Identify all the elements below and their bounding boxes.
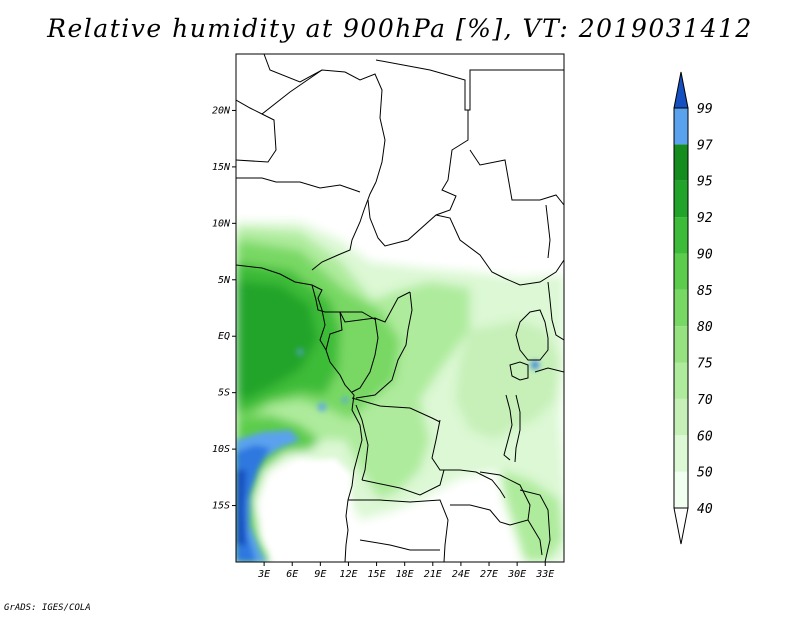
- lon-tick-label: 9E: [314, 569, 326, 580]
- chart-title: Relative humidity at 900hPa [%], VT: 201…: [47, 14, 753, 43]
- colorbar-label: 92: [697, 211, 713, 226]
- colorbar: 40 50 60 70 75 80 85 90 92 95 97 99: [673, 71, 713, 545]
- colorbar-segment: [674, 144, 688, 181]
- colorbar-segment: [674, 362, 688, 399]
- colorbar-segment: [674, 471, 688, 508]
- lon-tick-label: 33E: [535, 569, 554, 580]
- lat-tick-label: 5N: [218, 275, 231, 286]
- colorbar-above-triangle: [673, 71, 689, 109]
- colorbar-segment: [674, 108, 688, 145]
- colorbar-label: 40: [697, 502, 713, 517]
- colorbar-label: 50: [697, 466, 713, 481]
- lat-tick-label: 5S: [218, 388, 230, 399]
- lat-tick-label: EQ: [218, 331, 230, 342]
- country-borders: [236, 54, 564, 562]
- lat-tick-label: 20N: [212, 105, 231, 116]
- lon-tick-label: 12E: [339, 569, 357, 580]
- map-frame: [235, 53, 565, 563]
- lon-tick-label: 24E: [452, 569, 470, 580]
- colorbar-segment: [674, 217, 688, 254]
- colorbar-label: 85: [697, 284, 713, 299]
- longitude-axis: 3E 6E 9E 12E 15E 18E 21E 24E 27E 30E 33E: [257, 562, 554, 580]
- lon-tick-label: 15E: [368, 569, 386, 580]
- colorbar-label: 99: [697, 102, 713, 117]
- colorbar-label: 90: [697, 247, 713, 262]
- lon-tick-label: 6E: [286, 569, 298, 580]
- colorbar-label: 70: [697, 393, 713, 408]
- colorbar-segment: [674, 180, 688, 218]
- lon-tick-label: 21E: [424, 569, 442, 580]
- colorbar-segment: [674, 398, 688, 436]
- colorbar-segment: [674, 435, 688, 472]
- lon-tick-label: 30E: [507, 569, 526, 580]
- colorbar-below-triangle: [673, 507, 689, 545]
- lat-tick-label: 15S: [212, 501, 230, 512]
- latitude-axis: 20N 15N 10N 5N EQ 5S 10S 15S: [212, 105, 236, 512]
- colorbar-label: 95: [697, 175, 713, 190]
- colorbar-label: 80: [697, 320, 713, 335]
- colorbar-label: 75: [697, 357, 713, 372]
- lat-tick-label: 10S: [212, 444, 230, 455]
- lon-tick-label: 27E: [480, 569, 498, 580]
- lon-tick-label: 3E: [257, 569, 270, 580]
- colorbar-outline: [673, 107, 689, 509]
- colorbar-label: 97: [697, 138, 713, 153]
- lat-tick-label: 10N: [212, 218, 231, 229]
- lat-tick-label: 15N: [212, 162, 231, 173]
- colorbar-segment: [674, 253, 688, 290]
- credit-text: GrADS: IGES/COLA: [4, 603, 91, 613]
- colorbar-segment: [674, 289, 688, 327]
- humidity-shading: [236, 54, 564, 562]
- lon-tick-label: 18E: [396, 569, 414, 580]
- colorbar-label: 60: [697, 429, 713, 444]
- colorbar-segment: [674, 326, 688, 363]
